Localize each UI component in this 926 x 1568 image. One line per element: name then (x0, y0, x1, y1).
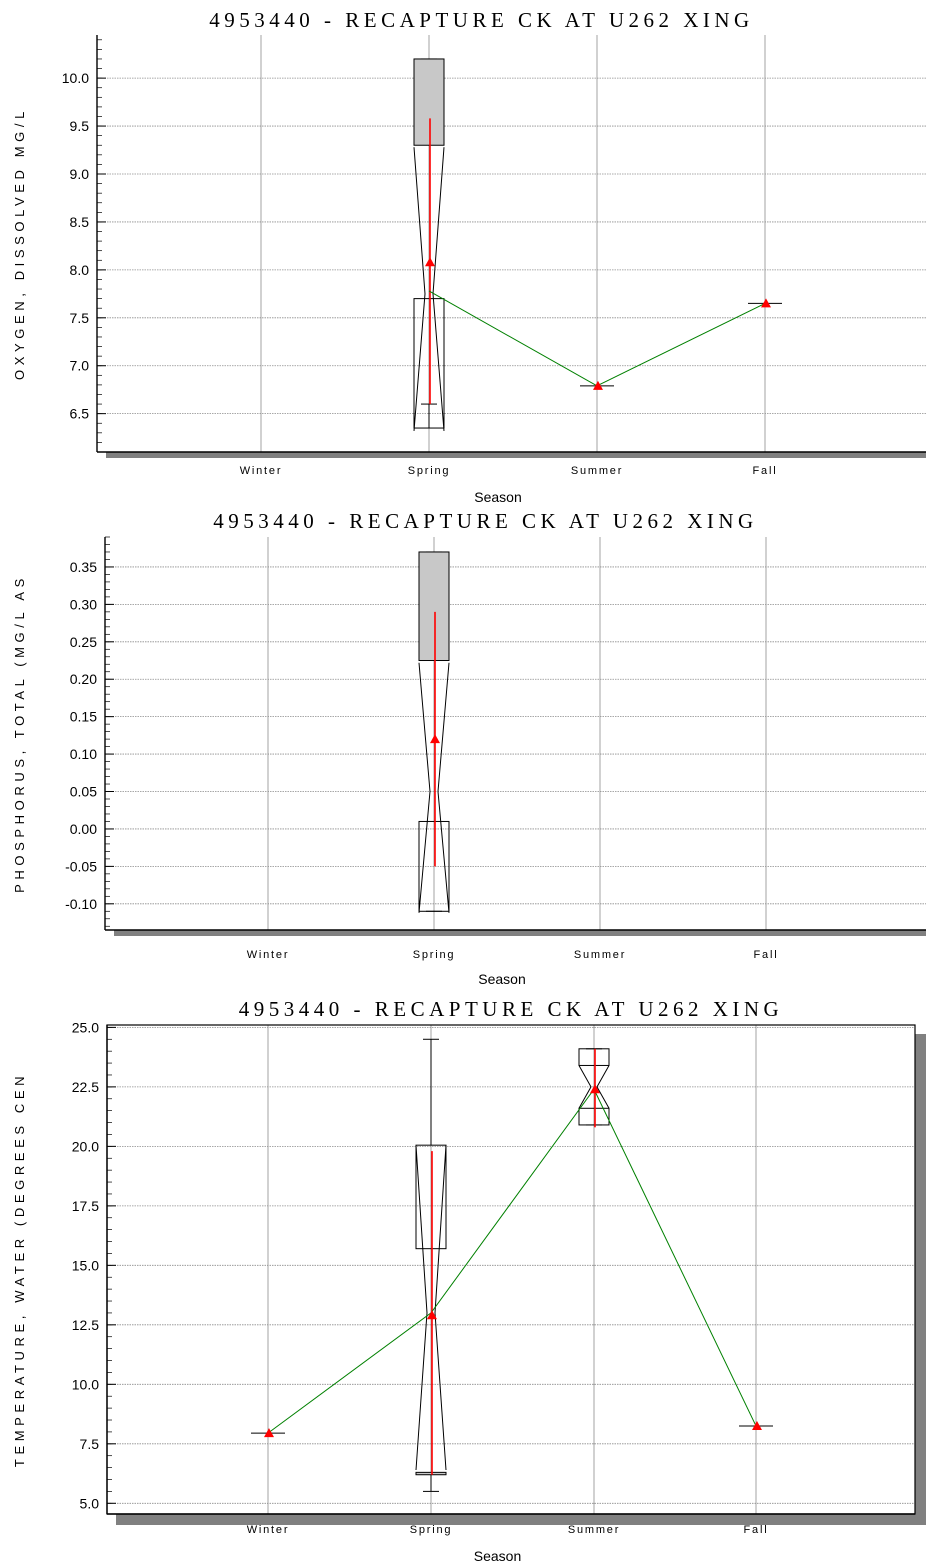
y-tick-label: -0.10 (65, 896, 97, 912)
y-tick-label: 8.5 (70, 214, 90, 230)
mean-marker (590, 1084, 600, 1094)
y-tick-label: 0.20 (70, 671, 97, 687)
y-tick-label: 7.5 (80, 1436, 100, 1452)
x-tick-label: Fall (754, 949, 779, 961)
x-tick-label: Spring (408, 465, 451, 477)
y-tick-label: 20.0 (72, 1138, 99, 1154)
x-tick-label: Spring (413, 949, 456, 961)
y-axis-label: PHOSPHORUS, TOTAL (MG/L AS (12, 574, 27, 893)
mean-marker (593, 380, 603, 390)
notch (437, 662, 450, 913)
y-tick-label: 7.5 (70, 310, 90, 326)
notch (413, 147, 426, 431)
chart-title: 4953440 - RECAPTURE CK AT U262 XING (239, 997, 783, 1021)
x-tick-label: Fall (744, 1524, 769, 1536)
mean-marker (264, 1428, 274, 1438)
y-tick-label: 10.0 (62, 70, 89, 86)
box-lower (578, 1107, 610, 1126)
mean-trend-line (267, 1088, 757, 1434)
plot-shadow (114, 930, 926, 936)
y-tick-label: 9.0 (70, 166, 90, 182)
y-tick-label: 12.5 (72, 1317, 99, 1333)
y-tick-label: 15.0 (72, 1257, 99, 1273)
box-upper (415, 1144, 447, 1250)
y-tick-label: 7.0 (70, 358, 90, 374)
x-tick-label: Summer (571, 465, 623, 477)
box-upper-shaded (413, 58, 445, 146)
mean-marker (430, 734, 440, 744)
notch (596, 1065, 610, 1109)
notch (415, 1145, 428, 1471)
box-summer (578, 1048, 610, 1128)
x-axis-label: Season (474, 1548, 521, 1564)
box-lower (413, 298, 445, 429)
y-tick-label: 0.10 (70, 746, 97, 762)
y-tick-label: -0.05 (65, 858, 97, 874)
mean-marker (425, 257, 435, 267)
y-axis-label: TEMPERATURE, WATER (DEGREES CEN (12, 1072, 27, 1467)
y-tick-label: 10.0 (72, 1376, 99, 1392)
y-tick-label: 25.0 (72, 1019, 99, 1035)
x-tick-label: Summer (568, 1524, 620, 1536)
plot-shadow (106, 452, 926, 458)
y-tick-label: 0.05 (70, 784, 97, 800)
box-spring (413, 58, 445, 431)
box-lower (418, 820, 450, 912)
x-tick-label: Spring (410, 1524, 453, 1536)
y-tick-label: 0.15 (70, 709, 97, 725)
notch (578, 1065, 592, 1109)
y-tick-label: 6.5 (70, 406, 90, 422)
y-tick-label: 0.00 (70, 821, 97, 837)
box-lower-shaded (415, 1471, 447, 1476)
x-tick-label: Winter (247, 1524, 290, 1536)
notch (432, 147, 445, 431)
y-tick-label: 9.5 (70, 118, 90, 134)
plot-border (106, 1024, 916, 1515)
y-tick-label: 22.5 (72, 1079, 99, 1095)
y-tick-label: 0.30 (70, 596, 97, 612)
y-axis-label: OXYGEN, DISSOLVED MG/L (12, 107, 27, 380)
chart-title: 4953440 - RECAPTURE CK AT U262 XING (209, 8, 753, 32)
box-upper-shaded (418, 551, 450, 662)
x-axis-label: Season (478, 971, 525, 987)
notch (418, 662, 431, 913)
notch (434, 1145, 447, 1471)
plot-area (107, 1025, 915, 1514)
y-tick-label: 8.0 (70, 262, 90, 278)
y-tick-label: 17.5 (72, 1198, 99, 1214)
y-tick-label: 0.25 (70, 634, 97, 650)
x-axis-label: Season (474, 489, 521, 505)
box-upper (578, 1048, 610, 1066)
chart-title: 4953440 - RECAPTURE CK AT U262 XING (213, 509, 757, 533)
mean-marker (752, 1420, 762, 1430)
chart-panel: 5.0 7.5 10.0 12.5 15.0 17.5 20.0 22.5 25.0 Winter… (12, 997, 926, 1564)
x-tick-label: Winter (247, 949, 290, 961)
x-tick-label: Fall (753, 465, 778, 477)
mean-marker (761, 298, 771, 308)
mean-marker (427, 1310, 437, 1320)
x-tick-label: Winter (240, 465, 283, 477)
chart-panel: 6.5 7.0 7.5 8.0 8.5 9.0 9.5 10.0 Winter Spring Sum… (12, 8, 926, 505)
x-tick-label: Summer (574, 949, 626, 961)
y-tick-label: 5.0 (80, 1495, 100, 1511)
y-tick-label: 0.35 (70, 559, 97, 575)
chart-panel: -0.10 -0.05 0.00 0.05 0.10 0.15 0.20 0.25 0.30 0.… (12, 509, 926, 987)
